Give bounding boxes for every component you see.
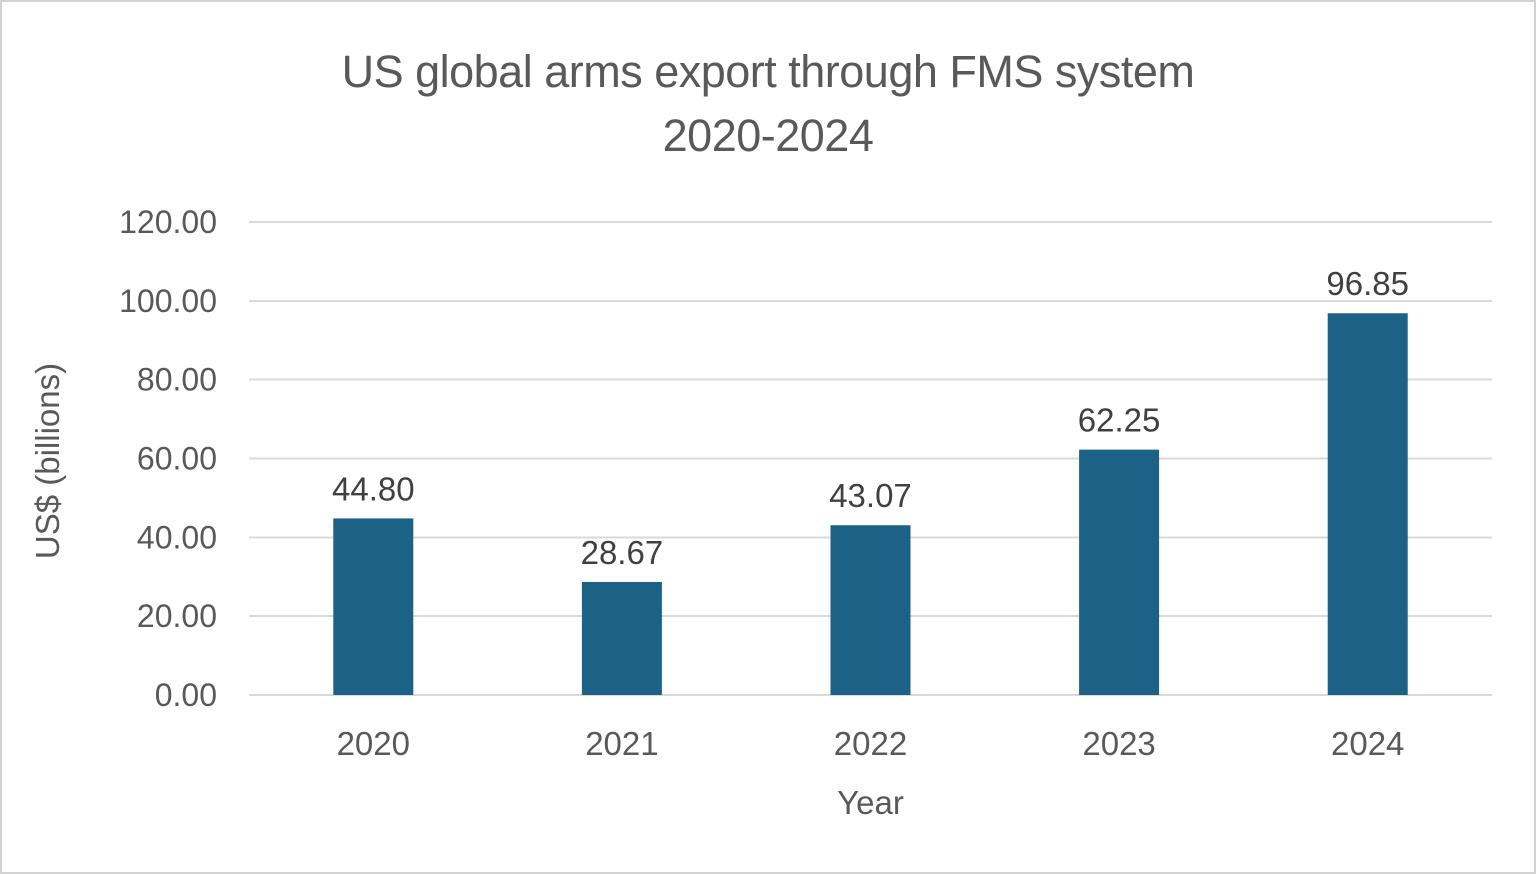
x-tick-label-2023: 2023 (1082, 725, 1155, 762)
y-tick-label-60.00: 60.00 (137, 441, 217, 477)
y-tick-label-20.00: 20.00 (137, 598, 217, 634)
chart-title-line1: US global arms export through FMS system (341, 46, 1195, 97)
data-label-2020: 44.80 (332, 470, 415, 507)
x-tick-label-2022: 2022 (834, 725, 907, 762)
bar-2021 (581, 581, 662, 695)
x-tick-label-2024: 2024 (1331, 725, 1404, 762)
x-tick-label-2021: 2021 (585, 725, 658, 762)
y-tick-label-100.00: 100.00 (119, 283, 217, 319)
bar-2023 (1079, 449, 1160, 695)
chart-title-line2: 2020-2024 (662, 110, 874, 161)
y-tick-label-120.00: 120.00 (119, 204, 217, 240)
y-tick-label-40.00: 40.00 (137, 519, 217, 555)
x-tick-label-2020: 2020 (337, 725, 410, 762)
bar-2024 (1327, 313, 1408, 695)
chart-title: US global arms export through FMS system… (2, 40, 1534, 168)
y-tick-label-0.00: 0.00 (155, 677, 217, 713)
bar-2020 (333, 518, 414, 695)
data-label-2022: 43.07 (829, 477, 912, 514)
data-label-2024: 96.85 (1326, 265, 1409, 302)
data-label-2021: 28.67 (581, 534, 664, 571)
bar-2022 (830, 525, 911, 695)
x-axis-title: Year (837, 784, 904, 821)
data-label-2023: 62.25 (1078, 402, 1161, 439)
y-tick-label-80.00: 80.00 (137, 362, 217, 398)
